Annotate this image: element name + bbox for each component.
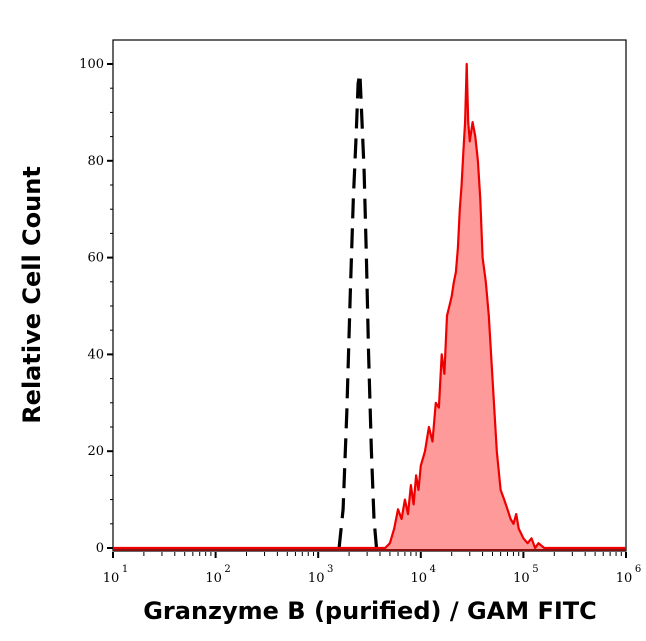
y-tick-label: 20 [87, 444, 104, 459]
x-tick-exponent: 2 [224, 564, 230, 575]
x-tick-exponent: 1 [122, 564, 128, 575]
y-tick-label: 0 [96, 541, 104, 556]
x-tick-label: 10 [616, 571, 633, 586]
x-tick-exponent: 6 [635, 564, 641, 575]
y-axis-title: Relative Cell Count [18, 166, 46, 424]
x-tick-exponent: 3 [327, 564, 333, 575]
x-tick-label: 10 [103, 571, 120, 586]
y-tick-label: 40 [87, 347, 104, 362]
x-tick-label: 10 [411, 571, 428, 586]
control-histogram-line [337, 72, 379, 549]
y-tick-label: 80 [87, 154, 104, 169]
series-lines [113, 62, 626, 551]
y-tick-label: 60 [87, 251, 104, 266]
x-tick-exponent: 4 [430, 564, 436, 575]
x-tick-label: 10 [513, 571, 530, 586]
y-tick-label: 100 [79, 57, 104, 72]
x-axis-title: Granzyme B (purified) / GAM FITC [143, 597, 597, 625]
x-tick-label: 10 [308, 571, 325, 586]
plot-frame [112, 39, 627, 552]
x-tick-exponent: 5 [532, 564, 538, 575]
sample-histogram-line [113, 62, 626, 550]
y-axis: 0 20 40 60 80 100 [79, 57, 113, 556]
x-tick-label: 10 [205, 571, 222, 586]
